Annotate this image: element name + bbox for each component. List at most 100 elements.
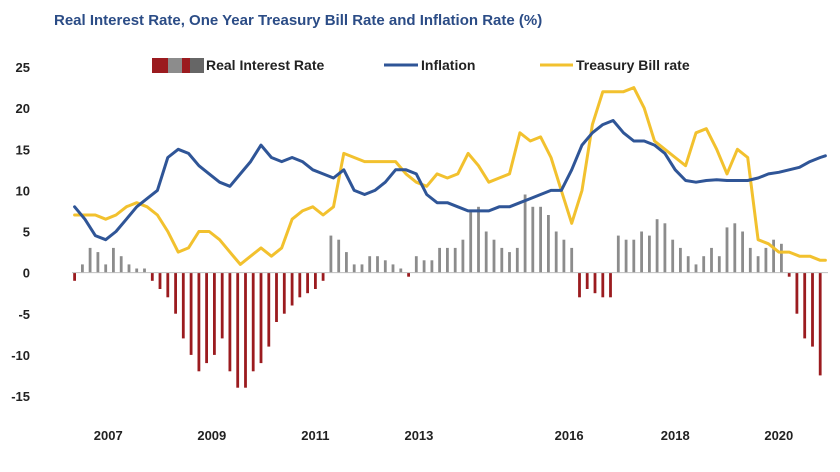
bar: [500, 247, 504, 273]
bar: [104, 264, 108, 273]
bar: [383, 260, 387, 273]
bar: [228, 272, 232, 372]
y-tick-label: -15: [11, 389, 30, 404]
y-tick-label: 5: [23, 225, 30, 240]
bar: [632, 239, 636, 273]
bar: [143, 268, 146, 273]
bar: [345, 252, 348, 273]
bar: [764, 247, 768, 273]
bar: [671, 239, 675, 273]
x-tick-label: 2011: [301, 428, 329, 443]
bar: [112, 247, 115, 273]
bar: [469, 210, 473, 273]
bar: [275, 272, 278, 322]
bar: [780, 243, 783, 273]
bar: [663, 223, 667, 273]
y-tick-label: 20: [16, 101, 30, 116]
bar: [150, 272, 154, 281]
bar: [453, 247, 457, 273]
bar: [795, 272, 799, 314]
bar: [811, 272, 814, 347]
bar: [484, 231, 488, 273]
bar: [756, 256, 760, 273]
bar: [236, 272, 240, 388]
bar: [717, 256, 721, 273]
bar: [391, 264, 395, 273]
bar: [446, 247, 449, 273]
bar: [655, 219, 659, 273]
bar: [492, 239, 496, 273]
bar: [733, 223, 737, 273]
treasury-bill-line: [73, 86, 827, 266]
y-tick-label: 10: [16, 183, 30, 198]
x-axis: 2007 2009 2011 2013 2016 2018 2020: [94, 428, 793, 443]
bar: [679, 247, 682, 273]
x-tick-label: 2020: [764, 428, 793, 443]
bar: [686, 256, 690, 273]
bar: [166, 272, 170, 298]
bar: [477, 206, 480, 273]
bar: [81, 264, 84, 273]
bar: [539, 206, 542, 273]
bar: [220, 272, 224, 339]
bar: [547, 215, 550, 273]
bar: [818, 272, 822, 376]
bar: [407, 272, 410, 277]
bar: [710, 247, 713, 273]
bar: [694, 264, 698, 273]
bar: [321, 272, 325, 281]
legend-label-treasury-bill-rate: Treasury Bill rate: [576, 57, 690, 73]
x-tick-label: 2009: [197, 428, 226, 443]
bar: [787, 272, 791, 277]
bar: [461, 239, 465, 273]
bar: [585, 272, 589, 289]
bar: [329, 235, 333, 273]
bar: [337, 239, 341, 273]
bar: [515, 247, 519, 273]
bar: [314, 272, 317, 289]
bar: [648, 235, 651, 273]
y-tick-label: 25: [16, 60, 30, 75]
bar: [189, 272, 193, 355]
bar: [96, 252, 100, 273]
bar: [624, 239, 628, 273]
bar: [127, 264, 131, 273]
series-lines: [73, 86, 827, 266]
bar: [562, 239, 566, 273]
bar: [244, 272, 247, 388]
bar: [741, 231, 744, 273]
legend-label-real-interest-rate: Real Interest Rate: [206, 57, 324, 73]
x-tick-label: 2013: [404, 428, 433, 443]
bar: [570, 247, 574, 273]
y-axis: 25 20 15 10 5 0 -5 -10 -15: [11, 60, 30, 404]
bar: [414, 256, 418, 273]
x-tick-label: 2007: [94, 428, 123, 443]
inflation-line: [73, 119, 827, 242]
bar: [772, 239, 775, 273]
bar: [803, 272, 807, 339]
x-tick-label: 2016: [555, 428, 584, 443]
bar: [593, 272, 597, 294]
bar: [352, 264, 356, 273]
bar: [181, 272, 185, 339]
bar: [88, 247, 92, 273]
bar: [399, 268, 403, 273]
legend-swatch-real-positive: [168, 58, 182, 73]
bar: [368, 256, 372, 273]
bar: [422, 260, 426, 273]
bar: [158, 272, 162, 289]
bar: [748, 247, 752, 273]
bar: [523, 194, 527, 273]
bar: [197, 272, 201, 372]
bar: [282, 272, 286, 314]
y-tick-label: 0: [23, 266, 30, 281]
bar: [119, 256, 123, 273]
bar: [251, 272, 255, 372]
bar: [438, 247, 441, 273]
chart-title: Real Interest Rate, One Year Treasury Bi…: [54, 12, 543, 29]
bar: [531, 206, 535, 273]
legend-label-inflation: Inflation: [421, 57, 475, 73]
bar: [609, 272, 612, 298]
bar: [174, 272, 177, 314]
